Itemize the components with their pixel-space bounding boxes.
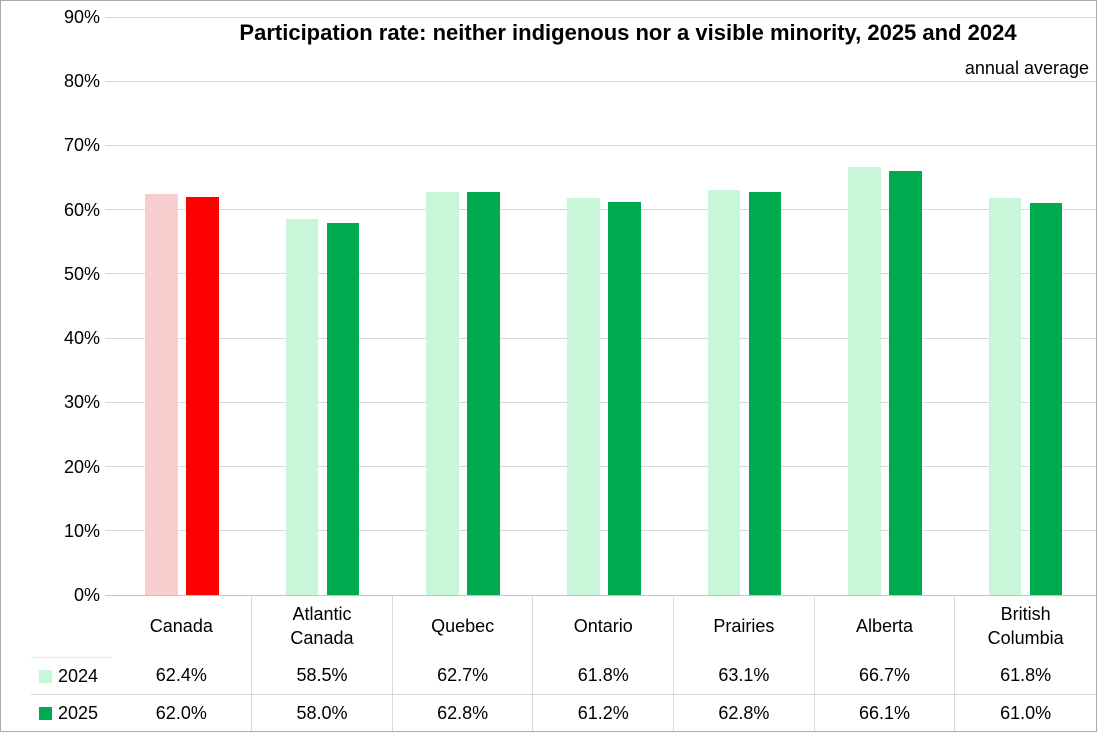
y-axis-label: 60%	[63, 199, 100, 220]
y-axis-label: 80%	[63, 71, 100, 92]
legend-swatch-2024	[39, 669, 52, 683]
column-header-canada: Canada	[112, 595, 253, 657]
bar-chart: Participation rate: neither indigenous n…	[1, 1, 1096, 605]
value-2025-ontario: 61.2%	[533, 694, 675, 731]
legend-cell-2024: 2024	[1, 657, 112, 694]
value-2025-atlantic-canada: 58.0%	[252, 694, 393, 731]
value-2025-quebec: 62.8%	[392, 694, 534, 731]
bar-2025-british-columbia	[1029, 203, 1063, 595]
gridline	[105, 80, 1096, 82]
legend-swatch-2025	[39, 706, 52, 720]
chart-title: Participation rate: neither indigenous n…	[239, 20, 1017, 45]
gridline	[105, 16, 1096, 18]
legend-label-2025: 2025	[58, 702, 99, 723]
column-header-alberta: Alberta	[815, 595, 956, 657]
value-2024-canada: 62.4%	[112, 657, 253, 694]
value-2024-prairies: 63.1%	[674, 657, 815, 694]
value-2024-british-columbia: 61.8%	[1000, 665, 1052, 685]
bar-2025-canada	[186, 196, 219, 595]
value-2025-prairies: 62.8%	[674, 694, 815, 731]
column-header-quebec: Quebec	[393, 595, 534, 657]
value-2025-canada: 62.0%	[111, 694, 253, 731]
bar-2025-prairies	[748, 191, 782, 595]
y-axis-label: 70%	[63, 135, 100, 156]
value-2024-ontario: 61.8%	[533, 657, 675, 694]
column-header-ontario: Ontario	[533, 595, 675, 657]
gridline	[105, 337, 1096, 339]
gridline	[105, 401, 1096, 403]
value-2024-alberta: 66.7%	[815, 657, 956, 694]
bar-2024-atlantic-canada	[285, 219, 319, 595]
bar-2025-atlantic-canada	[326, 222, 360, 595]
bar-2024-british-columbia	[988, 198, 1022, 595]
x-axis-line	[105, 594, 1096, 596]
bar-2024-alberta	[848, 166, 881, 595]
bar-2024-ontario	[567, 198, 600, 595]
bar-2025-ontario	[608, 202, 641, 595]
gridline	[105, 530, 1096, 532]
y-axis-label: 50%	[63, 263, 100, 284]
legend-label-2024: 2024	[58, 665, 99, 686]
bar-2025-quebec	[467, 191, 500, 595]
table-corner-cell	[1, 595, 112, 657]
bar-2025-alberta	[889, 170, 922, 595]
bar-2024-quebec	[426, 192, 459, 595]
y-axis-label: 90%	[63, 7, 100, 27]
column-header-british-columbia: British Columbia	[987, 603, 1064, 648]
y-axis-label: 0%	[73, 585, 100, 605]
gridline	[105, 273, 1096, 275]
y-axis-label: 40%	[63, 328, 100, 349]
bar-2024-prairies	[707, 189, 741, 595]
value-2025-british-columbia: 61.0%	[955, 694, 1096, 731]
y-axis-label: 20%	[63, 456, 100, 477]
gridline	[105, 144, 1096, 146]
legend-key-2025: 2025	[31, 694, 112, 731]
gridline	[105, 466, 1096, 468]
value-2025-alberta: 66.1%	[814, 694, 956, 731]
legend-cell-2025: 2025	[1, 694, 112, 731]
chart-subtitle: annual average	[964, 58, 1089, 78]
bar-2024-canada	[145, 194, 178, 595]
gridline	[105, 209, 1096, 211]
y-axis-label: 30%	[63, 392, 100, 413]
legend-key-2024: 2024	[31, 657, 112, 694]
data-table: Canada Atlantic Canada Quebec Ontario Prairi…	[1, 595, 1096, 731]
value-2024-atlantic-canada: 58.5%	[252, 657, 393, 694]
y-axis-label: 10%	[63, 520, 100, 541]
column-header-atlantic-canada: Atlantic Canada	[252, 595, 393, 657]
value-2024-quebec: 62.7%	[393, 657, 534, 694]
column-header-prairies: Prairies	[674, 595, 815, 657]
